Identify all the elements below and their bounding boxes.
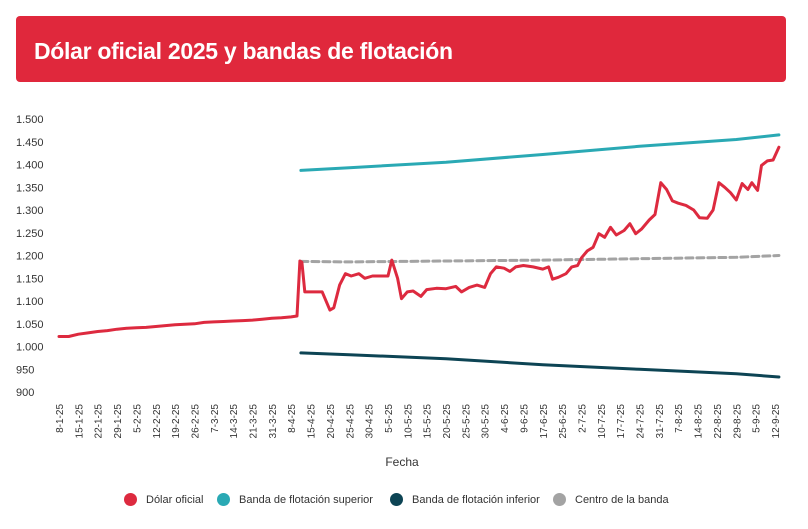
legend-item-banda-inferior[interactable]: Banda de flotación inferior	[390, 493, 540, 506]
x-tick-label: 20-4-25	[326, 404, 337, 439]
series-line-d-lar-oficial	[57, 145, 781, 338]
series-line-banda-de-flotaci-n-superior	[299, 133, 781, 172]
legend-dot-icon	[553, 493, 566, 506]
legend-label: Centro de la banda	[575, 493, 669, 506]
x-tick-label: 12-2-25	[152, 404, 163, 439]
x-tick-label: 14-3-25	[229, 404, 240, 439]
title-banner: Dólar oficial 2025 y bandas de flotación	[16, 16, 786, 82]
x-tick-label: 31-7-25	[655, 404, 666, 439]
legend: Dólar oficial Banda de flotación superio…	[0, 489, 808, 513]
x-tick-label: 25-5-25	[461, 404, 472, 439]
legend-item-centro-banda[interactable]: Centro de la banda	[553, 493, 669, 506]
x-tick-label: 22-8-25	[713, 404, 724, 439]
x-tick-label: 5-9-25	[752, 404, 763, 433]
y-tick-label: 1.450	[16, 137, 44, 149]
y-tick-label: 1.350	[16, 182, 44, 194]
y-tick-label: 1.100	[16, 296, 44, 308]
legend-dot-icon	[124, 493, 137, 506]
y-tick-label: 1.050	[16, 319, 44, 331]
x-tick-label: 8-4-25	[287, 404, 298, 433]
y-tick-label: 1.500	[16, 114, 44, 126]
x-axis-ticks: 8-1-25 15-1-25 22-1-25 29-1-25 5-2-25 12-2-25…	[55, 404, 782, 439]
x-tick-label: 19-2-25	[171, 404, 182, 439]
x-tick-label: 9-6-25	[519, 404, 530, 433]
y-tick-label: 1.400	[16, 160, 44, 172]
y-tick-label: 900	[16, 387, 34, 399]
y-tick-label: 1.000	[16, 342, 44, 354]
x-tick-label: 29-1-25	[113, 404, 124, 439]
x-tick-label: 10-5-25	[403, 404, 414, 439]
y-tick-label: 1.150	[16, 273, 44, 285]
x-tick-label: 21-3-25	[249, 404, 260, 439]
chart-title: Dólar oficial 2025 y bandas de flotación	[34, 38, 453, 64]
x-tick-label: 5-2-25	[132, 404, 143, 433]
legend-label: Banda de flotación superior	[239, 493, 373, 506]
x-tick-label: 22-1-25	[94, 404, 105, 439]
x-axis-label: Fecha	[385, 455, 419, 469]
x-tick-label: 29-8-25	[732, 404, 743, 439]
legend-dot-icon	[217, 493, 230, 506]
x-tick-label: 10-7-25	[597, 404, 608, 439]
x-tick-label: 26-2-25	[190, 404, 201, 439]
x-tick-label: 30-4-25	[365, 404, 376, 439]
x-tick-label: 8-1-25	[55, 404, 66, 433]
y-tick-label: 1.300	[16, 205, 44, 217]
x-tick-label: 15-5-25	[423, 404, 434, 439]
legend-dot-icon	[390, 493, 403, 506]
x-tick-label: 20-5-25	[442, 404, 453, 439]
x-tick-label: 12-9-25	[771, 404, 782, 439]
x-tick-label: 17-6-25	[539, 404, 550, 439]
x-tick-label: 7-3-25	[210, 404, 221, 433]
legend-item-dolar-oficial[interactable]: Dólar oficial	[124, 493, 203, 506]
y-axis-ticks: 1.500 1.450 1.400 1.350 1.300 1.250 1.200 1.150…	[16, 114, 44, 399]
legend-label: Dólar oficial	[146, 493, 204, 506]
x-tick-label: 4-6-25	[500, 404, 511, 433]
series-line-banda-de-flotaci-n-inferior	[299, 351, 781, 379]
x-tick-label: 2-7-25	[577, 404, 588, 433]
x-tick-label: 24-7-25	[636, 404, 647, 439]
x-tick-label: 15-1-25	[74, 404, 85, 439]
x-tick-label: 31-3-25	[268, 404, 279, 439]
legend-label: Banda de flotación inferior	[412, 493, 540, 506]
x-tick-label: 14-8-25	[694, 404, 705, 439]
x-tick-label: 25-4-25	[345, 404, 356, 439]
chart-canvas: 1.500 1.450 1.400 1.350 1.300 1.250 1.200 1.150…	[16, 114, 782, 469]
legend-item-banda-superior[interactable]: Banda de flotación superior	[217, 493, 373, 506]
series-line-centro-de-la-banda	[299, 254, 781, 264]
x-tick-label: 15-4-25	[307, 404, 318, 439]
x-tick-label: 25-6-25	[558, 404, 569, 439]
x-tick-label: 5-5-25	[384, 404, 395, 433]
x-tick-label: 7-8-25	[674, 404, 685, 433]
x-tick-label: 17-7-25	[616, 404, 627, 439]
y-tick-label: 950	[16, 364, 34, 376]
y-tick-label: 1.200	[16, 251, 44, 263]
series-lines	[57, 133, 781, 379]
x-tick-label: 30-5-25	[481, 404, 492, 439]
y-tick-label: 1.250	[16, 228, 44, 240]
